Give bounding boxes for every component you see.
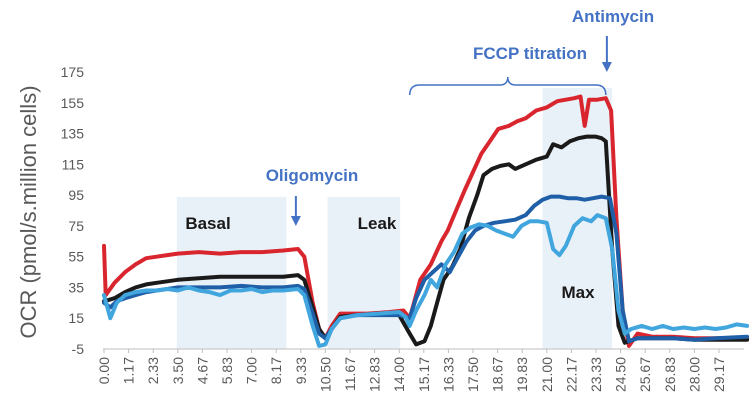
phase-labels: Basal Leak Max	[185, 214, 595, 302]
x-tick-label: 2.33	[145, 357, 161, 384]
y-tick-label: 115	[62, 156, 85, 172]
oligomycin-arrow-head	[290, 216, 301, 226]
series-line-4	[102, 213, 750, 348]
y-tick-labels: -5 15 35 55 75 95 115 135 155 175	[61, 64, 85, 357]
x-tick-label: 14.00	[391, 357, 407, 392]
shaded-region-leak	[327, 197, 401, 349]
phase-label-leak: Leak	[358, 214, 397, 233]
series-line-2	[102, 134, 750, 347]
y-tick-label: 35	[68, 279, 84, 295]
fccp-titration-label: FCCP titration	[473, 44, 587, 63]
y-tick-label: -5	[72, 341, 85, 357]
x-tick-label: 0.00	[96, 357, 112, 384]
annotations: Oligomycin FCCP titration Antimycin	[266, 7, 654, 226]
x-tick-label: 29.17	[711, 357, 727, 392]
shaded-region-max	[542, 88, 613, 349]
x-tick-label: 3.50	[170, 357, 186, 384]
y-tick-label: 135	[61, 126, 85, 142]
y-tick-label: 175	[61, 64, 85, 80]
y-tick-label: 95	[68, 187, 84, 203]
fccp-bracket	[408, 76, 607, 96]
phase-label-basal: Basal	[185, 214, 230, 233]
x-tick-label: 16.33	[440, 357, 456, 392]
x-tick-label: 12.83	[367, 357, 383, 392]
x-tick-label: 17.50	[465, 357, 481, 392]
x-tick-label: 23.33	[588, 357, 604, 392]
oligomycin-label: Oligomycin	[266, 166, 359, 185]
x-tick-label: 4.67	[194, 357, 210, 384]
x-tick-label: 5.83	[219, 357, 235, 384]
x-tick-label: 25.67	[637, 357, 653, 392]
x-tick-label: 22.17	[563, 357, 579, 392]
y-tick-label: 75	[68, 218, 84, 234]
x-tick-label: 10.50	[317, 357, 333, 392]
x-tick-label: 19.83	[514, 357, 530, 392]
y-tick-label: 55	[68, 249, 84, 265]
x-tick-labels: 0.00 1.17 2.33 3.50 4.67 5.83 7.00 8.17 9.33 10.5…	[96, 349, 727, 392]
y-axis-label: OCR (pmol/s.million cells)	[16, 85, 41, 338]
antimycin-arrow-head	[601, 62, 612, 72]
x-tick-label: 1.17	[121, 357, 137, 384]
x-tick-label: 9.33	[293, 357, 309, 384]
x-tick-label: 8.17	[268, 357, 284, 384]
series-line-1	[102, 94, 750, 348]
x-tick-label: 24.50	[613, 357, 629, 392]
shaded-region-basal	[176, 197, 287, 349]
x-tick-label: 28.00	[686, 357, 702, 392]
y-tick-label: 155	[61, 95, 85, 111]
phase-label-max: Max	[561, 283, 595, 302]
shaded-regions	[176, 88, 613, 349]
x-tick-label: 15.17	[416, 357, 432, 392]
x-tick-label: 11.67	[342, 357, 358, 391]
x-tick-label: 26.83	[662, 357, 678, 392]
series-line-3	[102, 194, 750, 344]
y-tick-label: 15	[68, 310, 84, 326]
x-tick-label: 18.67	[490, 357, 506, 392]
antimycin-label: Antimycin	[572, 7, 654, 26]
x-tick-label: 21.00	[539, 357, 555, 392]
x-tick-label: 7.00	[244, 357, 260, 384]
series-lines	[102, 94, 750, 348]
